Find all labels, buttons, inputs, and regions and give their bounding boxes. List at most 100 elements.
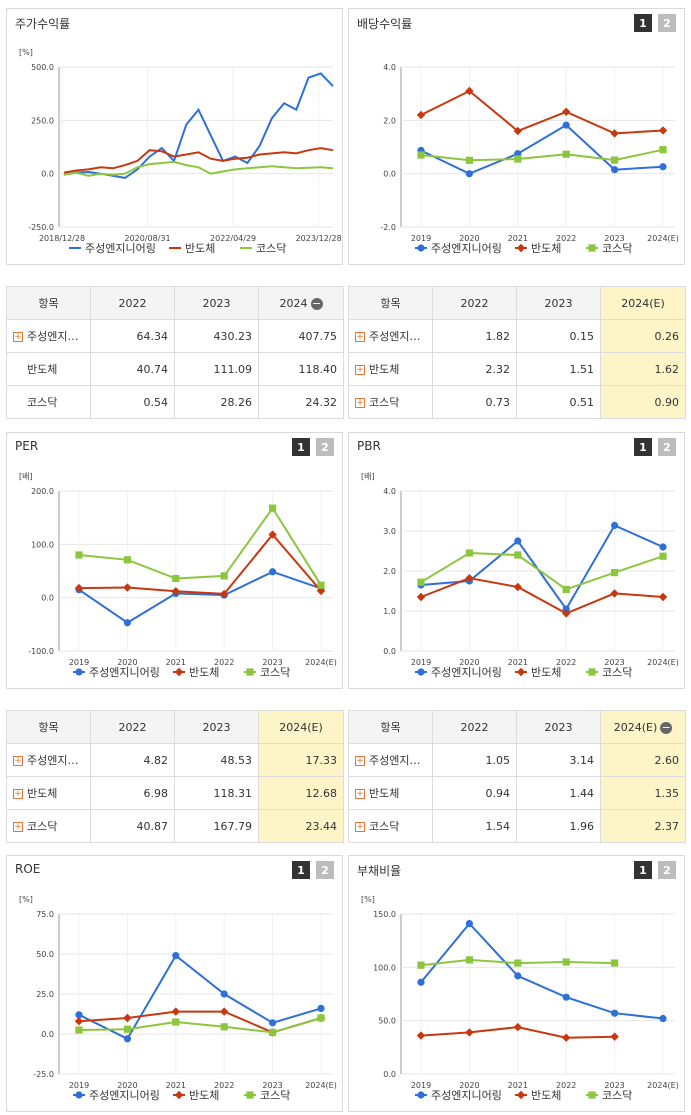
legend-label: 주성엔지니어링 — [431, 666, 502, 679]
view-2-button[interactable]: 2 — [658, 861, 676, 879]
column-header-label: 항목 — [380, 297, 401, 310]
table-cell: 430.23 — [174, 319, 259, 353]
y-tick-label: 0.0 — [41, 170, 54, 179]
data-point — [611, 166, 619, 174]
table-cell: 48.53 — [174, 743, 259, 777]
column-header: 2024− — [258, 286, 344, 320]
legend-label: 반도체 — [189, 1089, 219, 1102]
expand-icon[interactable]: + — [13, 789, 23, 799]
expand-icon[interactable]: + — [355, 365, 365, 375]
table-cell: 2.32 — [432, 352, 517, 386]
column-header-label: 항목 — [38, 297, 59, 310]
expand-icon[interactable]: + — [355, 789, 365, 799]
view-1-button[interactable]: 1 — [292, 438, 310, 456]
y-tick-label: 0.0 — [383, 647, 396, 656]
column-header: 2023 — [174, 710, 259, 744]
row-name: 주성엔지… — [27, 754, 79, 767]
row-label: 코스닥 — [6, 385, 91, 419]
y-tick-label: 75.0 — [36, 910, 54, 919]
legend-label: 코스닥 — [602, 666, 632, 679]
y-tick-label: -100.0 — [28, 647, 54, 656]
table-row: 코스닥 0.54 28.26 24.32 — [6, 385, 344, 419]
x-tick-label: 2023/12/28 — [296, 234, 342, 243]
view-1-button[interactable]: 1 — [634, 14, 652, 32]
expand-icon[interactable]: + — [355, 332, 365, 342]
data-point — [416, 592, 426, 602]
data-point — [562, 993, 570, 1001]
data-point — [123, 583, 132, 592]
table-cell: 40.87 — [90, 809, 175, 843]
expand-icon[interactable]: + — [355, 756, 365, 766]
table-cell: 17.33 — [258, 743, 344, 777]
data-point — [659, 163, 667, 171]
y-tick-label: 1.0 — [383, 607, 396, 616]
data-point — [417, 978, 425, 986]
view-2-button[interactable]: 2 — [658, 438, 676, 456]
row-name: 코스닥 — [27, 820, 58, 833]
y-tick-label: 100.0 — [31, 540, 54, 549]
data-point — [610, 129, 619, 138]
data-point — [317, 1004, 325, 1012]
table-cell: 0.54 — [90, 385, 175, 419]
data-point — [465, 920, 473, 928]
x-tick-label: 2019 — [411, 658, 431, 667]
view-1-button[interactable]: 1 — [634, 861, 652, 879]
data-point — [220, 572, 228, 580]
y-tick-label: 3.0 — [383, 527, 396, 536]
column-header: 항목 — [6, 286, 91, 320]
data-point — [610, 589, 619, 598]
y-tick-label: 25.0 — [36, 990, 54, 999]
table-cell: 1.51 — [516, 352, 601, 386]
table-cell: 0.73 — [432, 385, 517, 419]
expand-icon[interactable]: + — [355, 398, 365, 408]
view-2-button[interactable]: 2 — [658, 14, 676, 32]
table-cell: 407.75 — [258, 319, 344, 353]
data-point — [75, 1011, 83, 1019]
column-header-label: 2023 — [202, 720, 231, 734]
series-line — [420, 524, 664, 611]
column-header: 2022 — [432, 286, 517, 320]
data-point — [123, 1013, 132, 1023]
collapse-icon[interactable]: − — [310, 296, 323, 310]
view-1-button[interactable]: 1 — [634, 438, 652, 456]
legend-label: 반도체 — [185, 242, 215, 255]
data-point — [268, 530, 277, 539]
data-point — [588, 244, 596, 252]
data-point — [220, 1007, 229, 1016]
x-tick-label: 2022 — [214, 658, 234, 667]
table-row: 반도체 40.74 111.09 118.40 — [6, 352, 344, 386]
data-point — [123, 1025, 131, 1033]
expand-icon[interactable]: + — [13, 332, 23, 342]
x-tick-label: 2024(E) — [647, 658, 679, 667]
table-cell: 1.54 — [432, 809, 517, 843]
data-point — [562, 107, 571, 116]
expand-icon[interactable]: + — [13, 756, 23, 766]
x-tick-label: 2021 — [166, 658, 186, 667]
collapse-icon[interactable]: − — [660, 720, 673, 734]
data-point — [172, 952, 180, 960]
view-1-button[interactable]: 1 — [292, 861, 310, 879]
row-name: 주성엔지… — [27, 330, 79, 343]
table-cell: 23.44 — [258, 809, 344, 843]
table-cell: 4.82 — [90, 743, 175, 777]
data-point — [513, 582, 522, 592]
pbr-table: 항목 2022 2023 2024(E) − + 주성엔지… 1.05 3.14 2.60 + 반도체… — [348, 710, 686, 843]
legend-label: 코스닥 — [602, 1089, 632, 1102]
view-2-button[interactable]: 2 — [316, 861, 334, 879]
column-header: 2023 — [174, 286, 259, 320]
table-cell: 0.26 — [600, 319, 686, 353]
table-cell: 118.31 — [174, 776, 259, 810]
column-header-label: 2022 — [460, 296, 489, 310]
data-point — [269, 1019, 277, 1027]
expand-icon[interactable]: + — [355, 822, 365, 832]
expand-icon[interactable]: + — [13, 822, 23, 832]
table-cell: 0.15 — [516, 319, 601, 353]
view-2-button[interactable]: 2 — [316, 438, 334, 456]
column-header-label: 2023 — [202, 296, 231, 310]
axis-unit: [배] — [19, 472, 33, 481]
data-point — [269, 568, 277, 576]
data-point — [562, 1033, 571, 1042]
x-tick-label: 2024(E) — [647, 1081, 679, 1090]
